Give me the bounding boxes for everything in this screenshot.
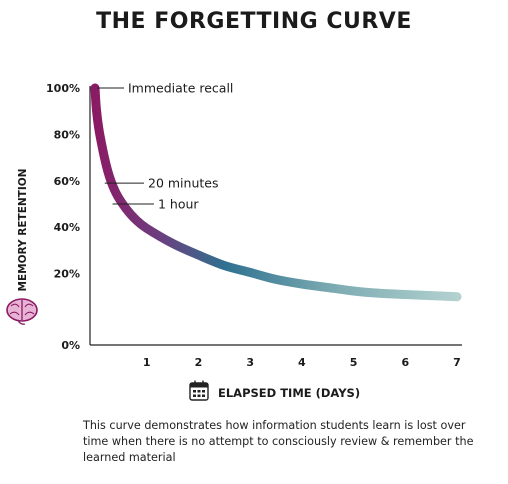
annotation-label: 20 minutes	[148, 176, 218, 191]
forgetting-curve-line	[90, 83, 462, 302]
brain-icon	[6, 298, 38, 325]
calendar-icon	[189, 380, 209, 401]
y-tick-label: 60%	[54, 175, 80, 188]
y-tick-label: 100%	[46, 82, 80, 95]
x-tick-label: 7	[453, 356, 461, 369]
y-tick-label: 20%	[54, 268, 80, 281]
y-tick-label: 0%	[61, 339, 80, 352]
x-axis-label: ELAPSED TIME (DAYS)	[218, 386, 360, 400]
y-tick-label: 80%	[54, 128, 80, 141]
chart-title: THE FORGETTING CURVE	[96, 9, 412, 34]
annotation-label: 1 hour	[158, 197, 199, 212]
x-tick-label: 2	[195, 356, 203, 369]
y-tick-label: 40%	[54, 221, 80, 234]
y-axis-label: MEMORY RETENTION	[17, 169, 29, 292]
x-tick-label: 5	[350, 356, 358, 369]
x-tick-label: 6	[401, 356, 409, 369]
x-tick-label: 4	[298, 356, 306, 369]
x-tick-label: 3	[246, 356, 254, 369]
chart-caption: This curve demonstrates how information …	[83, 419, 474, 464]
x-tick-label: 1	[143, 356, 151, 369]
annotation-label: Immediate recall	[128, 81, 233, 96]
